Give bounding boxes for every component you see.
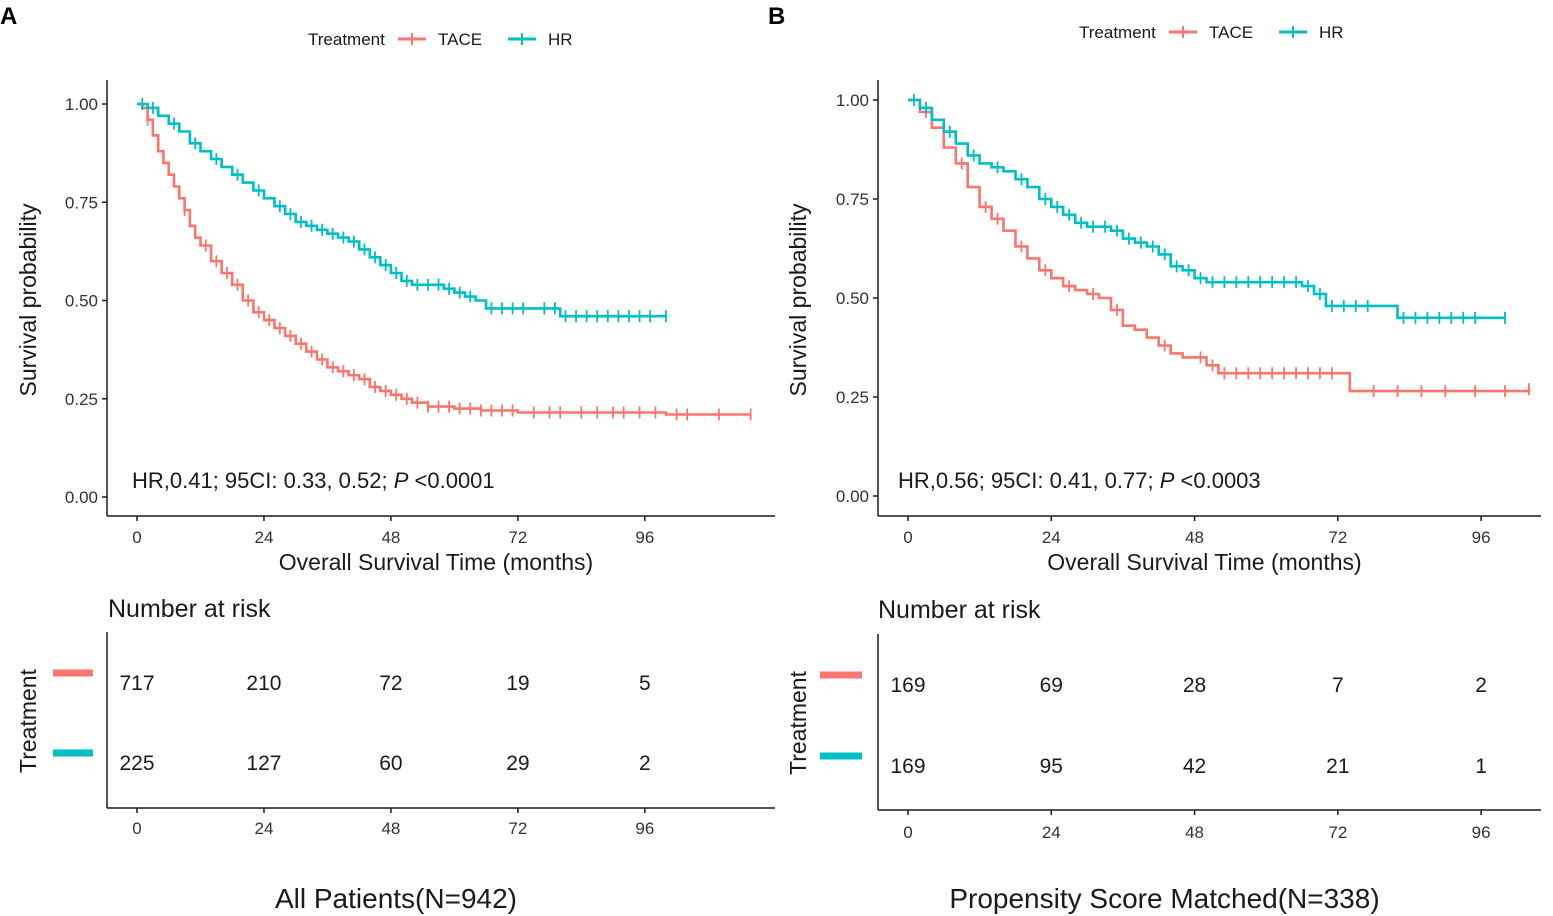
hr-annotation-text: HR,0.56; 95CI: 0.41, 0.77; — [898, 468, 1160, 493]
risk-count: 225 — [119, 752, 154, 775]
risk-table-title: Number at risk — [878, 596, 1041, 624]
legend-label: HR — [1319, 23, 1344, 42]
y-tick-label: 0.25 — [836, 388, 869, 407]
legend-label: TACE — [438, 30, 482, 49]
risk-count: 28 — [1183, 674, 1206, 697]
risk-count: 29 — [506, 752, 529, 775]
risk-x-tick-label: 0 — [903, 823, 912, 842]
x-tick-label: 24 — [1042, 528, 1061, 547]
panel-subtitle: All Patients(N=942) — [275, 883, 517, 914]
risk-count: 72 — [379, 672, 402, 695]
risk-x-tick-label: 0 — [132, 819, 141, 838]
legend: Treatment TACE HR — [1079, 23, 1344, 42]
series-hr — [137, 98, 667, 323]
y-tick-label: 0.50 — [836, 289, 869, 308]
risk-x-tick-label: 72 — [508, 819, 527, 838]
legend-key-hr: HR — [508, 30, 573, 49]
y-tick-label: 1.00 — [65, 95, 98, 114]
risk-count: 2 — [639, 752, 651, 775]
y-tick-label: 0.00 — [836, 487, 869, 506]
risk-count: 2 — [1475, 674, 1487, 697]
risk-count: 19 — [506, 672, 529, 695]
risk-count: 127 — [246, 752, 281, 775]
p-value: <0.0001 — [408, 468, 494, 493]
hr-annotation: HR,0.41; 95CI: 0.33, 0.52; P <0.0001 — [132, 468, 495, 493]
panel-label: B — [768, 3, 785, 30]
risk-count: 1 — [1475, 755, 1487, 778]
legend-key-hr: HR — [1279, 23, 1344, 42]
y-axis-title: Survival probability — [785, 203, 811, 397]
panel-b: B Treatment TACE HR 0.00 0.25 0.50 0.75 1.00 0 24 4… — [768, 3, 1541, 914]
survival-curve — [908, 98, 1531, 393]
y-tick-label: 0.25 — [65, 390, 98, 409]
risk-x-tick-label: 48 — [381, 819, 400, 838]
risk-x-tick-label: 48 — [1185, 823, 1204, 842]
risk-count: 717 — [119, 672, 154, 695]
x-axis-title: Overall Survival Time (months) — [1047, 549, 1361, 575]
x-tick-label: 48 — [381, 528, 400, 547]
y-tick-label: 0.75 — [65, 193, 98, 212]
survival-curve — [908, 98, 1505, 320]
legend-title: Treatment — [1079, 23, 1156, 42]
risk-count: 5 — [639, 672, 651, 695]
x-tick-label: 72 — [1328, 528, 1347, 547]
survival-curve — [137, 102, 751, 416]
hr-annotation-text: HR,0.41; 95CI: 0.33, 0.52; — [132, 468, 394, 493]
panel-subtitle: Propensity Score Matched(N=338) — [949, 883, 1379, 914]
y-tick-label: 1.00 — [836, 91, 869, 110]
risk-table-title: Number at risk — [108, 595, 271, 623]
risk-count: 7 — [1332, 674, 1344, 697]
panel-label: A — [0, 3, 17, 30]
panel-a: A Treatment TACE HR 0.00 0.25 0.50 0.75 1.00 0 24 4… — [0, 3, 775, 914]
x-tick-label: 96 — [1472, 528, 1491, 547]
risk-table: Number at risk 0 24 48 72 96 717 210 72 19 5 225 127… — [15, 595, 775, 838]
risk-count: 42 — [1183, 755, 1206, 778]
risk-count: 95 — [1040, 755, 1063, 778]
y-tick-label: 0.50 — [65, 292, 98, 311]
x-tick-label: 96 — [635, 528, 654, 547]
risk-count: 69 — [1040, 674, 1063, 697]
y-axis-title: Survival probability — [15, 203, 41, 397]
series-tace — [137, 102, 752, 421]
x-tick-label: 72 — [508, 528, 527, 547]
x-tick-label: 24 — [254, 528, 273, 547]
x-tick-label: 48 — [1185, 528, 1204, 547]
series-hr — [908, 94, 1506, 324]
p-symbol: P — [1160, 468, 1175, 493]
risk-count: 169 — [890, 674, 925, 697]
risk-count: 169 — [890, 755, 925, 778]
legend-key-tace: TACE — [1169, 23, 1253, 42]
x-tick-label: 0 — [903, 528, 912, 547]
p-symbol: P — [394, 468, 409, 493]
legend-label: TACE — [1209, 23, 1253, 42]
risk-count: 60 — [379, 752, 402, 775]
legend-title: Treatment — [308, 30, 385, 49]
x-tick-label: 0 — [132, 528, 141, 547]
x-axis-title: Overall Survival Time (months) — [279, 549, 593, 575]
legend: Treatment TACE HR — [308, 30, 573, 49]
risk-y-axis-title: Treatment — [15, 668, 41, 773]
risk-x-tick-label: 24 — [254, 819, 273, 838]
risk-x-tick-label: 24 — [1042, 823, 1061, 842]
series-tace — [908, 98, 1531, 398]
y-tick-label: 0.75 — [836, 190, 869, 209]
legend-label: HR — [548, 30, 573, 49]
risk-x-tick-label: 96 — [1472, 823, 1491, 842]
risk-x-tick-label: 72 — [1328, 823, 1347, 842]
risk-count: 21 — [1326, 755, 1349, 778]
survival-curve — [137, 102, 666, 318]
risk-y-axis-title: Treatment — [785, 670, 811, 775]
risk-x-tick-label: 96 — [635, 819, 654, 838]
legend-key-tace: TACE — [398, 30, 482, 49]
risk-count: 210 — [246, 672, 281, 695]
p-value: <0.0003 — [1174, 468, 1260, 493]
hr-annotation: HR,0.56; 95CI: 0.41, 0.77; P <0.0003 — [898, 468, 1261, 493]
y-tick-label: 0.00 — [65, 488, 98, 507]
